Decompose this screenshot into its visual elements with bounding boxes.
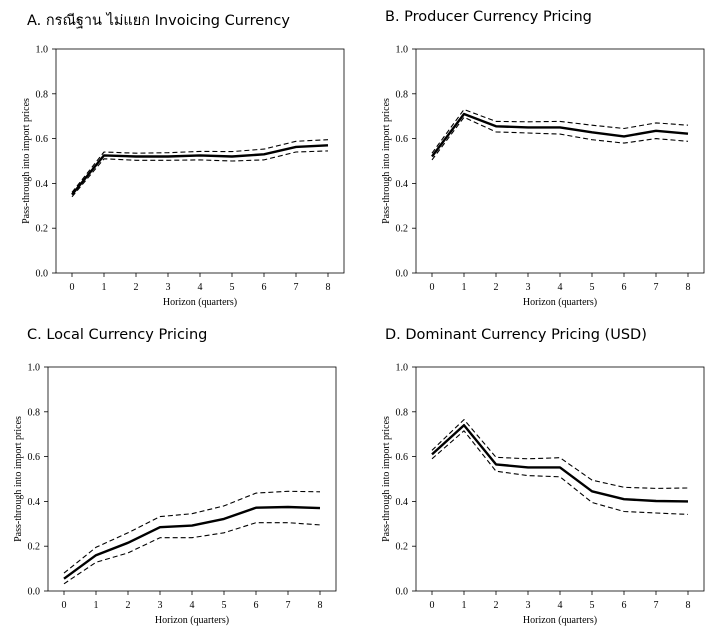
panel-title-c: C. Local Currency Pricing — [27, 327, 208, 343]
chart-b-x-tick-label: 8 — [686, 282, 691, 293]
chart-d-y-tick-label: 0.8 — [396, 407, 409, 418]
chart-a-x-tick-label: 1 — [102, 282, 107, 293]
panel-b: B. Producer Currency Pricing 0.0 0.2 0.4 0.… — [360, 0, 720, 317]
chart-d-y-axis-label: Pass-through into import prices — [381, 416, 392, 542]
chart-b-x-tick-label: 2 — [494, 282, 499, 293]
chart-c-x-tick-label: 3 — [158, 600, 163, 611]
chart-a-series-estimate-line — [71, 144, 329, 196]
chart-a-x-tick-label: 3 — [166, 282, 171, 293]
chart-a-x-tick-label: 7 — [294, 282, 299, 293]
chart-b-x-tick-label: 4 — [558, 282, 563, 293]
chart-d-x-tick-label: 1 — [462, 600, 467, 611]
chart-c-x-tick-label: 4 — [190, 600, 195, 611]
chart-b: 0.0 0.2 0.4 0.6 0.8 1.0 0 1 2 3 4 5 6 7 8 Horizon (quar… — [381, 45, 705, 308]
panel-d: D. Dominant Currency Pricing (USD) 0.0 0.… — [360, 317, 720, 634]
chart-a-y-tick-label: 0.6 — [36, 134, 49, 145]
chart-a-y-tick-label: 0.2 — [36, 224, 49, 235]
chart-b-x-tick-label: 1 — [462, 282, 467, 293]
chart-c-y-tick-label: 0.0 — [28, 587, 41, 598]
chart-b-plot-frame — [415, 48, 705, 274]
panel-title-a: A. กรณีฐาน ไม่แยก Invoicing Currency — [27, 13, 290, 29]
chart-a-x-axis-label: Horizon (quarters) — [163, 297, 237, 308]
chart-b-y-tick-label: 0.6 — [396, 134, 409, 145]
panel-a: A. กรณีฐาน ไม่แยก Invoicing Currency 0.0… — [0, 0, 360, 317]
chart-c-x-tick-label: 6 — [254, 600, 259, 611]
chart-d-y-tick-label: 0.0 — [396, 587, 409, 598]
chart-b-series-upper-line — [431, 108, 689, 154]
chart-d-x-axis-label: Horizon (quarters) — [523, 615, 597, 626]
chart-c-x-axis-label: Horizon (quarters) — [155, 615, 229, 626]
chart-b-x-tick-label: 5 — [590, 282, 595, 293]
chart-c-series-upper-line — [63, 490, 321, 574]
chart-b-x-tick-label: 0 — [430, 282, 435, 293]
chart-a-x-tick-label: 6 — [262, 282, 267, 293]
chart-b-x-axis-label: Horizon (quarters) — [523, 297, 597, 308]
chart-d-y-tick-label: 1.0 — [396, 363, 409, 374]
chart-d-x-tick-label: 3 — [526, 600, 531, 611]
panel-c: C. Local Currency Pricing 0.0 0.2 0.4 0.6 0.… — [0, 317, 360, 634]
chart-d-x-tick-label: 8 — [686, 600, 691, 611]
chart-b-x-tick-label: 6 — [622, 282, 627, 293]
chart-c-y-tick-label: 0.2 — [28, 542, 41, 553]
chart-c: 0.0 0.2 0.4 0.6 0.8 1.0 0 1 2 3 4 5 6 7 8 Horizon (quar… — [13, 363, 337, 626]
chart-a-y-tick-label: 0.8 — [36, 89, 49, 100]
chart-c-x-tick-label: 2 — [126, 600, 131, 611]
chart-d-x-tick-label: 0 — [430, 600, 435, 611]
chart-d-series-upper-line — [431, 419, 689, 489]
chart-b-y-axis-label: Pass-through into import prices — [381, 98, 392, 224]
chart-d-x-tick-label: 4 — [558, 600, 563, 611]
chart-a-series-upper-line — [71, 139, 329, 193]
chart-a-y-tick-label: 0.4 — [36, 179, 49, 190]
chart-d: 0.0 0.2 0.4 0.6 0.8 1.0 0 1 2 3 4 5 6 7 8 Horizon (quar… — [381, 363, 705, 626]
chart-d-x-tick-label: 6 — [622, 600, 627, 611]
chart-c-x-tick-label: 1 — [94, 600, 99, 611]
chart-a-x-tick-label: 2 — [134, 282, 139, 293]
chart-c-y-tick-label: 1.0 — [28, 363, 41, 374]
chart-d-x-tick-label: 2 — [494, 600, 499, 611]
chart-b-y-tick-label: 1.0 — [396, 45, 409, 56]
chart-d-x-tick-label: 5 — [590, 600, 595, 611]
chart-a-x-tick-label: 5 — [230, 282, 235, 293]
chart-d-y-tick-label: 0.4 — [396, 497, 409, 508]
chart-c-y-axis-label: Pass-through into import prices — [13, 416, 24, 542]
panel-title-d: D. Dominant Currency Pricing (USD) — [385, 327, 647, 343]
panel-title-b: B. Producer Currency Pricing — [385, 9, 592, 25]
chart-c-series-lower-line — [63, 522, 321, 585]
chart-a-y-tick-label: 0.0 — [36, 269, 49, 280]
chart-c-y-tick-label: 0.6 — [28, 452, 41, 463]
chart-b-y-tick-label: 0.8 — [396, 89, 409, 100]
chart-b-series-estimate-line — [431, 112, 689, 158]
chart-c-series-estimate-line — [63, 505, 321, 580]
chart-d-x-tick-label: 7 — [654, 600, 659, 611]
chart-a: 0.0 0.2 0.4 0.6 0.8 1.0 0 1 2 3 4 5 6 7 8 Horizon (quar… — [21, 45, 345, 308]
chart-d-series-estimate-line — [431, 423, 689, 503]
chart-a-x-tick-label: 4 — [198, 282, 203, 293]
chart-a-x-tick-label: 0 — [70, 282, 75, 293]
chart-c-x-tick-label: 8 — [318, 600, 323, 611]
chart-b-x-tick-label: 3 — [526, 282, 531, 293]
chart-c-y-tick-label: 0.8 — [28, 407, 41, 418]
chart-d-series-lower-line — [431, 430, 689, 515]
chart-c-x-tick-label: 5 — [222, 600, 227, 611]
chart-a-x-tick-label: 8 — [326, 282, 331, 293]
chart-d-plot-frame — [415, 366, 705, 592]
chart-c-x-tick-label: 7 — [286, 600, 291, 611]
chart-b-series-lower-line — [431, 116, 689, 161]
chart-d-y-tick-label: 0.2 — [396, 542, 409, 553]
chart-c-y-tick-label: 0.4 — [28, 497, 41, 508]
chart-a-y-axis-label: Pass-through into import prices — [21, 98, 32, 224]
chart-b-y-tick-label: 0.0 — [396, 269, 409, 280]
chart-d-y-tick-label: 0.6 — [396, 452, 409, 463]
chart-b-y-tick-label: 0.2 — [396, 224, 409, 235]
chart-a-series-lower-line — [71, 150, 329, 198]
chart-b-y-tick-label: 0.4 — [396, 179, 409, 190]
chart-a-y-tick-label: 1.0 — [36, 45, 49, 56]
chart-c-x-tick-label: 0 — [62, 600, 67, 611]
chart-b-x-tick-label: 7 — [654, 282, 659, 293]
